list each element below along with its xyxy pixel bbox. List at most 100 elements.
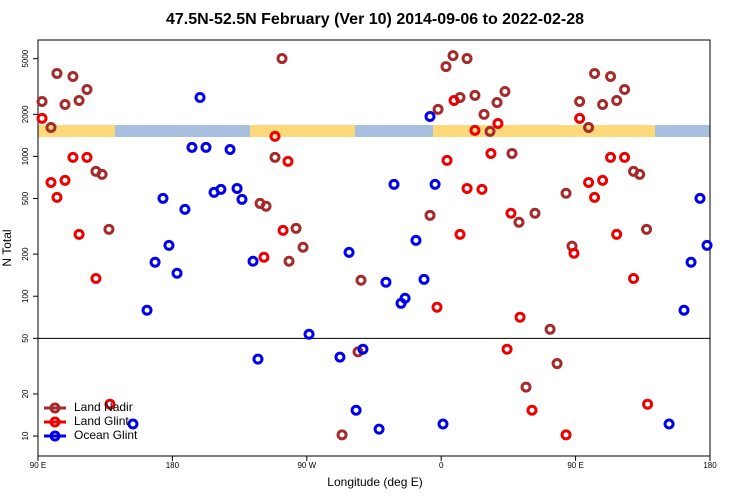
point (149, 256, 161, 268)
point (355, 274, 367, 286)
point (36, 95, 48, 107)
point (628, 272, 640, 284)
point (641, 223, 653, 235)
point (73, 95, 85, 107)
point (619, 151, 631, 163)
point (678, 304, 690, 316)
point (605, 151, 617, 163)
point (605, 70, 617, 82)
point (514, 311, 526, 323)
point (200, 141, 212, 153)
point (448, 95, 460, 107)
point (461, 182, 473, 194)
point (36, 112, 48, 124)
point (513, 216, 525, 228)
y-tick-label: 1000 (21, 147, 30, 165)
point (224, 144, 236, 156)
point (492, 117, 504, 129)
ocean-band (115, 125, 250, 137)
y-tick-label: 2000 (21, 105, 30, 123)
point (501, 343, 513, 355)
point (506, 147, 518, 159)
point (194, 91, 206, 103)
point (51, 67, 63, 79)
point (282, 155, 294, 167)
point (441, 154, 453, 166)
x-tick-label: 90 E (30, 461, 46, 470)
point (619, 83, 631, 95)
point (171, 267, 183, 279)
point (447, 50, 459, 62)
point (568, 247, 580, 259)
point (583, 121, 595, 133)
point (520, 381, 532, 393)
point (526, 404, 538, 416)
legend-marker (49, 430, 61, 442)
point (469, 89, 481, 101)
point (357, 343, 369, 355)
point (350, 404, 362, 416)
point (461, 53, 473, 65)
y-tick-label: 100 (21, 289, 30, 303)
point (157, 192, 169, 204)
point (424, 209, 436, 221)
point (103, 223, 115, 235)
chart-title: 47.5N-52.5N February (Ver 10) 2014-09-06… (166, 11, 584, 28)
point (574, 95, 586, 107)
point (336, 429, 348, 441)
point (574, 112, 586, 124)
point (277, 224, 289, 236)
ocean-band (355, 125, 433, 137)
point (410, 234, 422, 246)
x-tick-label: 90 E (567, 461, 583, 470)
point (399, 292, 411, 304)
y-tick-label: 50 (21, 333, 30, 342)
point (454, 228, 466, 240)
point (611, 95, 623, 107)
surface-band (38, 125, 710, 137)
land-band (38, 125, 115, 137)
point (186, 141, 198, 153)
point (303, 328, 315, 340)
point (431, 301, 443, 313)
legend-label: Ocean Glint (74, 428, 138, 442)
point (589, 67, 601, 79)
point (276, 53, 288, 65)
plot-frame (37, 39, 711, 457)
point (269, 130, 281, 142)
point (491, 96, 503, 108)
land-band (433, 125, 655, 137)
point (59, 99, 71, 111)
point (90, 272, 102, 284)
y-tick-label: 5000 (21, 49, 30, 67)
point (478, 108, 490, 120)
point (476, 183, 488, 195)
y-tick-label: 200 (21, 247, 30, 261)
point (260, 200, 272, 212)
legend-marker (49, 416, 61, 428)
point (432, 103, 444, 115)
point (247, 255, 259, 267)
point (544, 323, 556, 335)
point (163, 239, 175, 251)
point (611, 228, 623, 240)
point (258, 251, 270, 263)
point (179, 203, 191, 215)
y-axis-label: N Total (0, 229, 14, 266)
point (469, 124, 481, 136)
x-tick-label: 180 (166, 461, 180, 470)
point (283, 255, 295, 267)
x-tick-label: 0 (439, 461, 444, 470)
y-tick-label: 500 (21, 191, 30, 205)
point (424, 110, 436, 122)
point (551, 358, 563, 370)
point (440, 61, 452, 73)
point (236, 193, 248, 205)
point (597, 99, 609, 111)
ocean-band (655, 125, 710, 137)
point (589, 191, 601, 203)
point (499, 86, 511, 98)
point (59, 174, 71, 186)
point (560, 429, 572, 441)
